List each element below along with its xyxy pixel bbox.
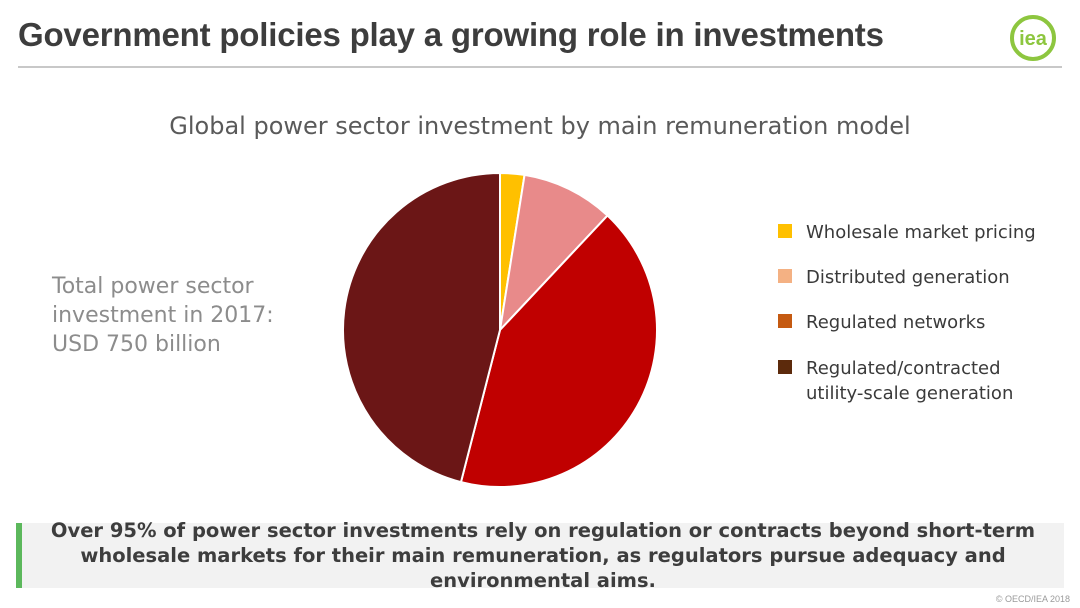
- pie-slice-utility: [341, 171, 501, 484]
- total-investment-text: Total power sector investment in 2017: U…: [52, 272, 274, 359]
- title-divider: [18, 66, 1062, 68]
- chart-title: Global power sector investment by main r…: [169, 112, 911, 140]
- key-message-callout: Over 95% of power sector investments rel…: [16, 519, 1064, 592]
- legend-item-utility: Regulated/contracted utility-scale gener…: [778, 356, 1013, 406]
- legend-swatch-networks: [778, 314, 792, 328]
- legend-item-wholesale: Wholesale market pricing: [778, 220, 1036, 245]
- iea-logo-icon: iea: [1010, 15, 1056, 61]
- legend-label-distributed: Distributed generation: [806, 267, 1010, 288]
- total-line-1: Total power sector: [52, 274, 254, 299]
- legend-item-networks: Regulated networks: [778, 310, 985, 335]
- logo-text: iea: [1019, 28, 1048, 50]
- legend-swatch-utility: [778, 360, 792, 374]
- copyright-text: © OECD/IEA 2018: [995, 594, 1070, 604]
- legend-item-distributed: Distributed generation: [778, 265, 1010, 290]
- total-line-3: USD 750 billion: [52, 332, 221, 357]
- total-line-2: investment in 2017:: [52, 303, 274, 328]
- legend-swatch-distributed: [778, 269, 792, 283]
- pie-slice-distributed: [498, 173, 609, 334]
- legend-label-utility: Regulated/contracted utility-scale gener…: [806, 358, 1014, 404]
- pie-slice-networks: [459, 214, 658, 488]
- legend-label-wholesale: Wholesale market pricing: [806, 222, 1036, 243]
- slide-title: Government policies play a growing role …: [18, 16, 884, 53]
- legend-swatch-wholesale: [778, 224, 792, 238]
- pie-chart: [341, 171, 658, 488]
- legend-label-networks: Regulated networks: [806, 312, 986, 333]
- logo-ring: [1010, 15, 1056, 61]
- callout-text: Over 95% of power sector investments rel…: [50, 519, 1036, 592]
